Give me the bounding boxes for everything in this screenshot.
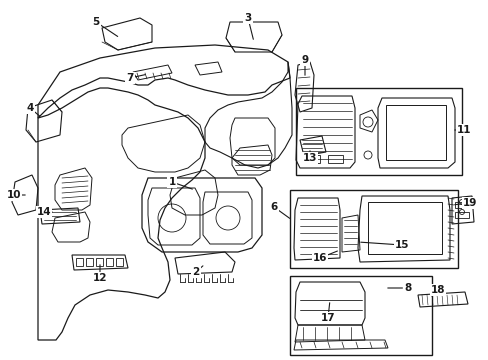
- Text: 4: 4: [26, 103, 34, 113]
- Bar: [367, 202, 441, 254]
- Bar: [454, 212, 468, 218]
- Text: 7: 7: [126, 73, 133, 83]
- Bar: [289, 276, 431, 355]
- Text: 11: 11: [456, 125, 470, 135]
- Text: 5: 5: [92, 17, 100, 27]
- Text: 6: 6: [270, 202, 277, 212]
- Text: 9: 9: [301, 55, 308, 65]
- Bar: [96, 258, 103, 266]
- Text: 3: 3: [244, 13, 251, 23]
- Text: 1: 1: [168, 177, 175, 187]
- Bar: [454, 202, 468, 208]
- Bar: [305, 155, 319, 163]
- Bar: [116, 258, 123, 266]
- Text: 2: 2: [192, 267, 199, 277]
- Bar: [327, 155, 342, 163]
- Bar: [295, 88, 461, 175]
- Bar: [76, 258, 83, 266]
- Text: 10: 10: [7, 190, 21, 200]
- Bar: [385, 105, 445, 160]
- Text: 17: 17: [320, 313, 335, 323]
- Text: 13: 13: [302, 153, 317, 163]
- Text: 16: 16: [312, 253, 326, 263]
- Text: 19: 19: [462, 198, 476, 208]
- Text: 14: 14: [37, 207, 51, 217]
- Text: 12: 12: [93, 273, 107, 283]
- Bar: [289, 190, 457, 268]
- Bar: [86, 258, 93, 266]
- Text: 18: 18: [430, 285, 445, 295]
- Text: 15: 15: [394, 240, 408, 250]
- Bar: [106, 258, 113, 266]
- Text: 8: 8: [404, 283, 411, 293]
